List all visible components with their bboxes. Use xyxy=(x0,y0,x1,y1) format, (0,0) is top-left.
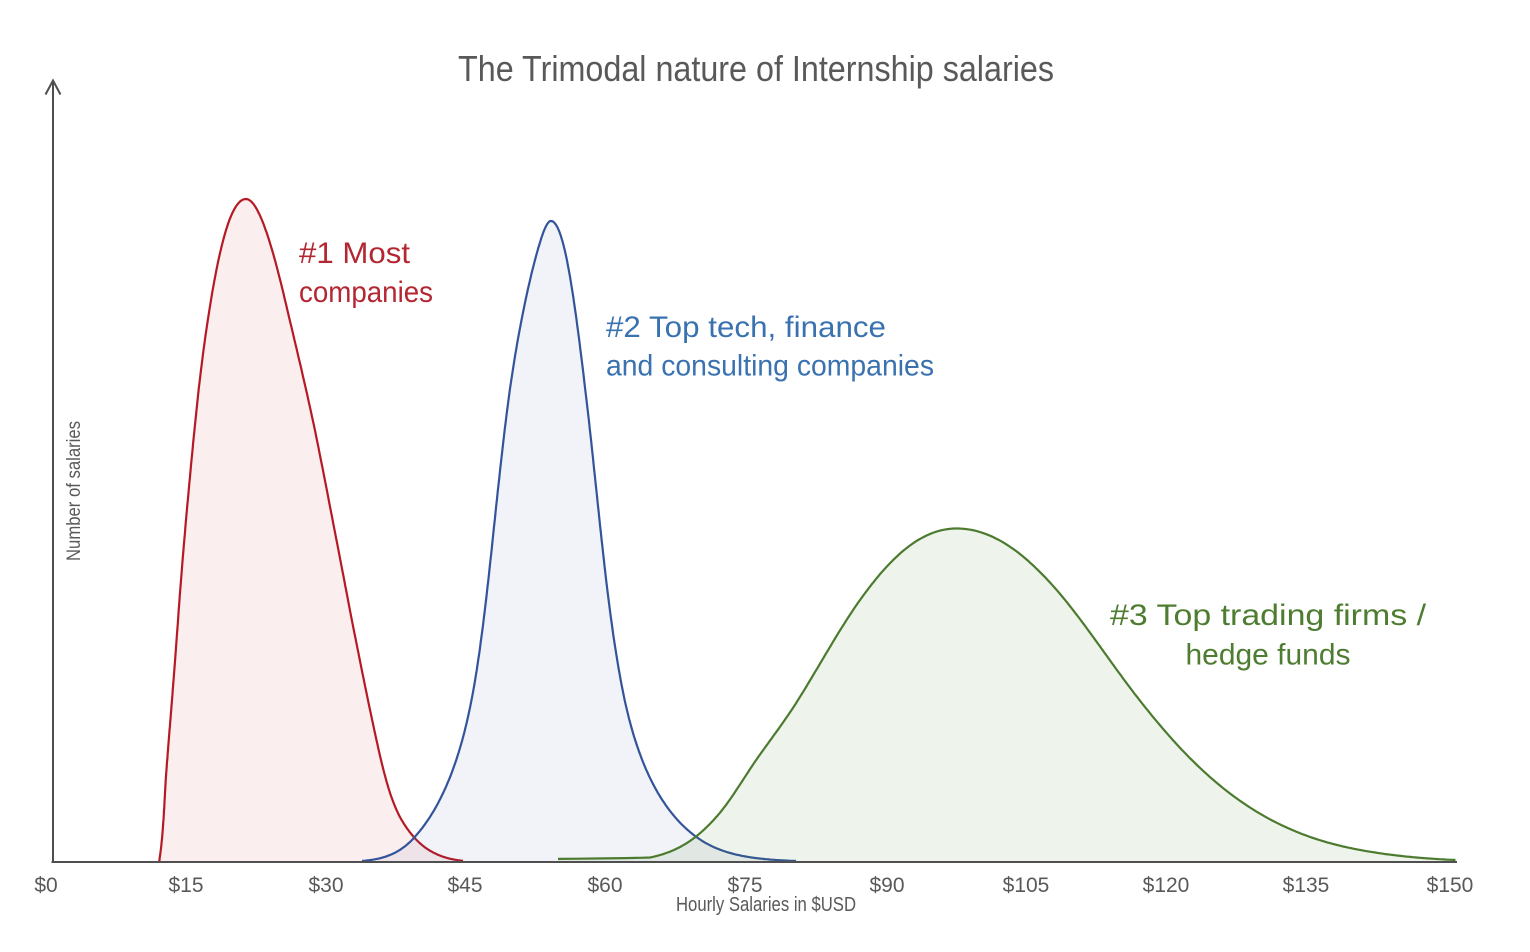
svg-text:hedge funds: hedge funds xyxy=(1186,639,1351,672)
svg-text:$60: $60 xyxy=(587,874,622,897)
svg-text:$45: $45 xyxy=(447,874,482,897)
svg-text:$150: $150 xyxy=(1427,874,1474,897)
svg-text:$30: $30 xyxy=(308,874,343,897)
svg-text:and consulting companies: and consulting companies xyxy=(606,350,934,383)
svg-text:$90: $90 xyxy=(869,874,904,897)
svg-text:$0: $0 xyxy=(34,874,57,897)
svg-text:#1 Most: #1 Most xyxy=(299,237,411,270)
svg-text:#2 Top tech, finance: #2 Top tech, finance xyxy=(606,311,886,344)
svg-text:companies: companies xyxy=(299,276,433,309)
svg-text:#3 Top trading firms /: #3 Top trading firms / xyxy=(1110,599,1427,632)
svg-text:$15: $15 xyxy=(168,874,203,897)
svg-text:Hourly Salaries in $USD: Hourly Salaries in $USD xyxy=(676,894,856,916)
svg-text:$120: $120 xyxy=(1143,874,1190,897)
svg-text:The Trimodal nature of Interns: The Trimodal nature of Internship salari… xyxy=(458,48,1054,89)
svg-text:$135: $135 xyxy=(1283,874,1330,897)
svg-text:$105: $105 xyxy=(1003,874,1050,897)
svg-text:Number of salaries: Number of salaries xyxy=(63,421,85,561)
svg-text:$75: $75 xyxy=(727,874,762,897)
